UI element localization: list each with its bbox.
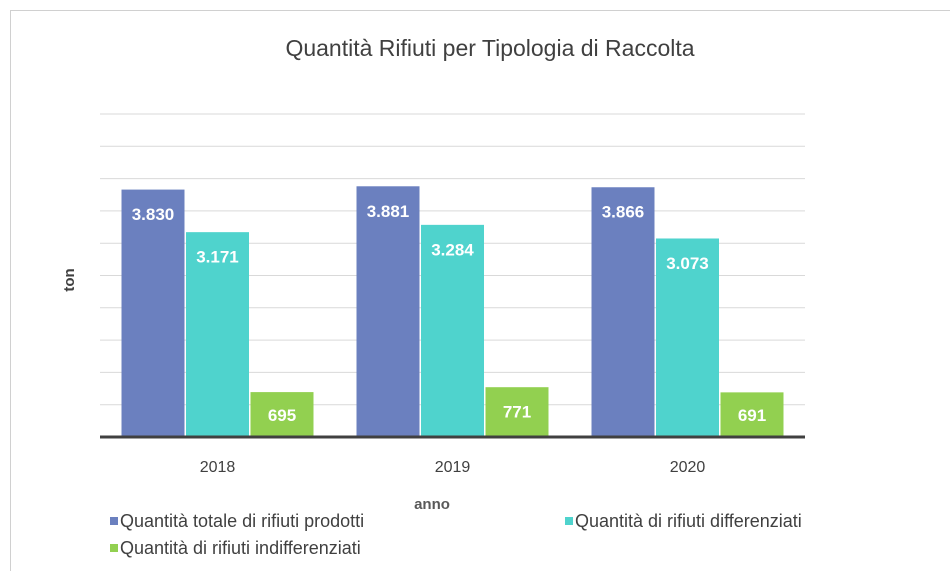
y-axis-label: ton xyxy=(61,268,78,291)
data-label: 3.073 xyxy=(666,254,709,273)
x-tick-label: 2020 xyxy=(670,459,706,476)
bar xyxy=(250,392,314,437)
legend-swatch xyxy=(110,544,118,552)
bar xyxy=(421,224,484,437)
data-label: 695 xyxy=(268,406,296,425)
legend-label: Quantità di rifiuti differenziati xyxy=(575,511,802,531)
bar xyxy=(591,187,655,437)
x-axis-label: anno xyxy=(414,496,450,513)
data-label: 3.284 xyxy=(431,240,474,259)
chart-title: Quantità Rifiuti per Tipologia di Raccol… xyxy=(285,35,694,61)
bar xyxy=(356,186,420,437)
data-label: 3.881 xyxy=(367,202,410,221)
x-tick-label: 2018 xyxy=(200,459,236,476)
legend-label: Quantità di rifiuti indifferenziati xyxy=(120,538,361,558)
data-label: 3.171 xyxy=(196,248,239,267)
legend-label: Quantità totale di rifiuti prodotti xyxy=(120,511,364,531)
legend-swatch xyxy=(565,517,573,525)
bar xyxy=(121,189,185,437)
data-label: 3.830 xyxy=(132,205,175,224)
bar xyxy=(656,238,719,437)
x-tick-label: 2019 xyxy=(435,459,471,476)
data-label: 771 xyxy=(503,403,531,422)
data-label: 691 xyxy=(738,406,766,425)
bar xyxy=(186,232,249,437)
bar xyxy=(485,387,549,437)
legend-swatch xyxy=(110,517,118,525)
bar xyxy=(720,392,784,437)
data-label: 3.866 xyxy=(602,203,645,222)
